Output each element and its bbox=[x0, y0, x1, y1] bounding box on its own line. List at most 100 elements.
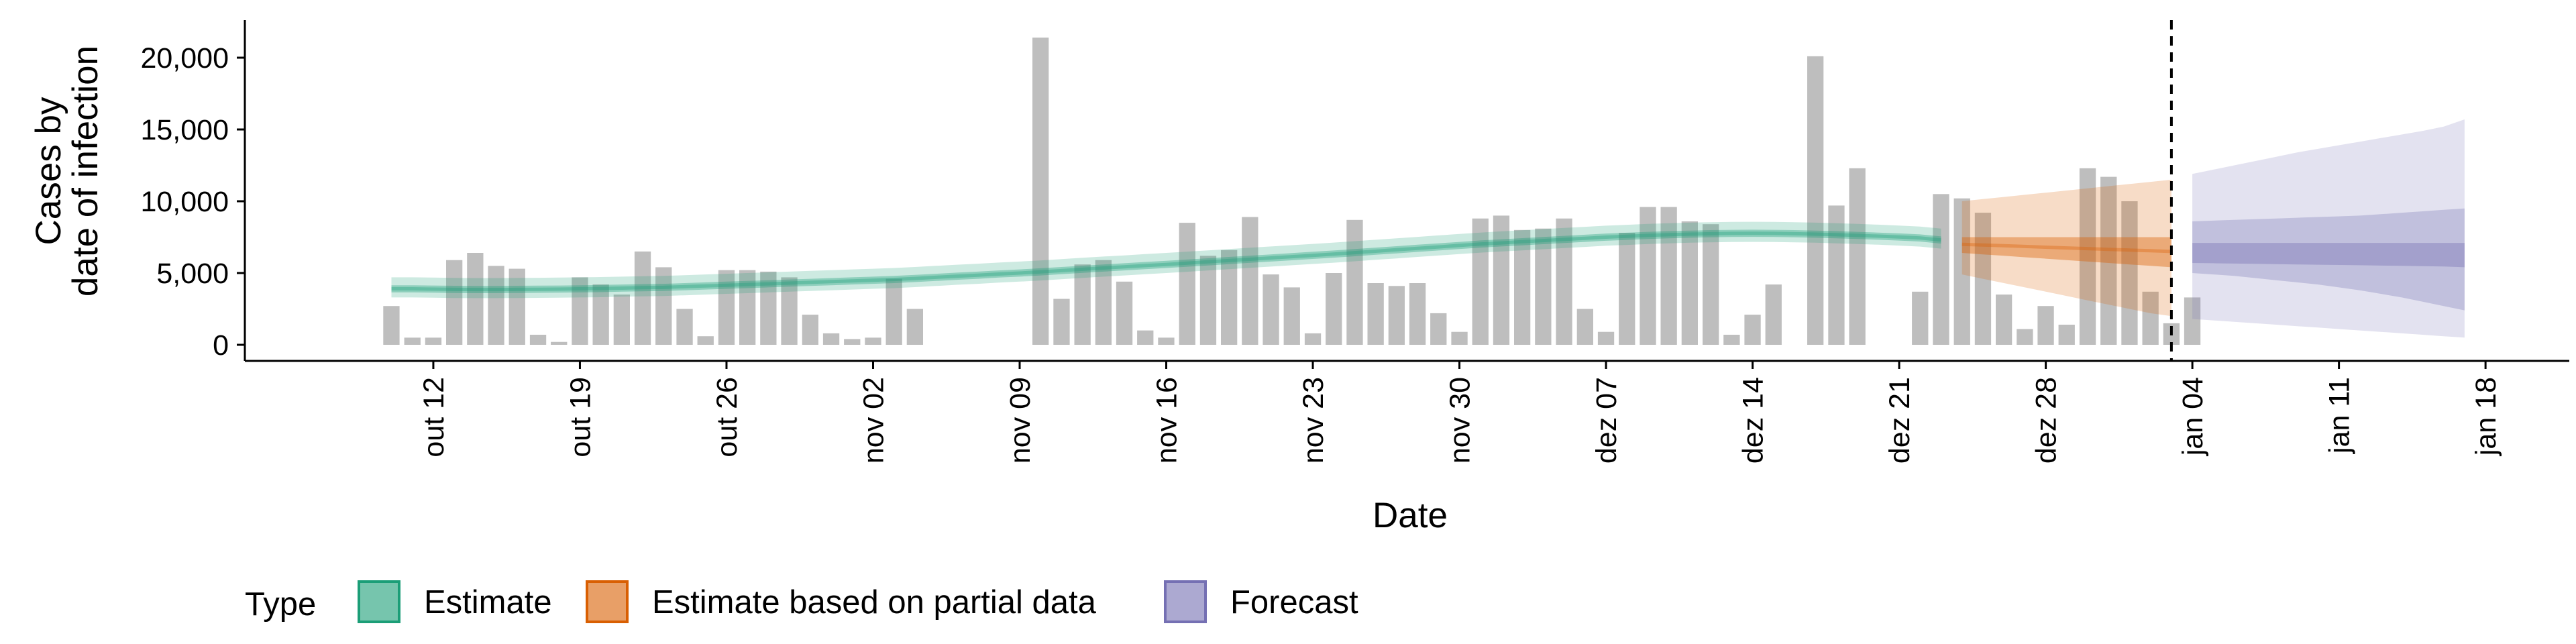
case-bar bbox=[1514, 229, 1531, 345]
case-bar bbox=[551, 341, 568, 345]
case-bar bbox=[697, 336, 714, 345]
case-bar bbox=[572, 277, 588, 345]
partial-median-line bbox=[1962, 242, 2171, 254]
case-bar bbox=[906, 309, 923, 345]
case-bar bbox=[1263, 274, 1279, 345]
case-bar bbox=[1430, 313, 1447, 345]
x-tick-label: dez 07 bbox=[1591, 377, 1623, 464]
case-bar bbox=[1116, 281, 1133, 345]
case-bar bbox=[1933, 194, 1949, 345]
x-tick-label: dez 21 bbox=[1884, 377, 1916, 464]
case-bar bbox=[446, 260, 463, 345]
x-tick-label: nov 23 bbox=[1297, 377, 1330, 464]
legend-label-estimate: Estimate bbox=[424, 584, 552, 621]
case-bar bbox=[760, 271, 777, 345]
y-tick-label: 15,000 bbox=[140, 114, 229, 146]
estimate-ribbon-50 bbox=[391, 229, 1941, 293]
case-bar bbox=[1095, 260, 1112, 345]
x-tick-label: nov 16 bbox=[1151, 377, 1183, 464]
forecast-ribbon-50 bbox=[2192, 243, 2465, 268]
x-tick-label: jan 11 bbox=[2324, 377, 2356, 455]
x-tick-label: jan 04 bbox=[2177, 377, 2209, 457]
x-tick-label: out 19 bbox=[565, 377, 597, 458]
case-bar bbox=[508, 268, 525, 345]
x-tick-label: nov 09 bbox=[1004, 377, 1036, 464]
legend-item-estimate: Estimate bbox=[358, 580, 552, 623]
legend-key-forecast bbox=[1164, 580, 1207, 623]
case-bar bbox=[467, 253, 484, 345]
case-bar bbox=[592, 284, 609, 345]
estimate-ribbons bbox=[391, 119, 2465, 338]
case-bar bbox=[1242, 217, 1258, 345]
legend-key-partial bbox=[586, 580, 629, 623]
case-bar bbox=[2017, 329, 2033, 345]
legend-key-estimate bbox=[358, 580, 400, 623]
case-bar bbox=[1953, 198, 1970, 345]
case-bar bbox=[1221, 250, 1238, 345]
case-bar bbox=[425, 337, 442, 345]
legend-title: Type bbox=[245, 586, 316, 623]
y-axis-title-line1: Cases by bbox=[29, 97, 68, 245]
forecast-ribbon-90 bbox=[2192, 119, 2465, 338]
case-bar bbox=[2184, 297, 2201, 345]
case-bar bbox=[613, 294, 630, 345]
y-tick-label: 5,000 bbox=[156, 258, 229, 290]
x-tick-label: dez 28 bbox=[2031, 377, 2063, 464]
case-bar bbox=[655, 267, 672, 345]
case-bar bbox=[1472, 218, 1489, 345]
case-bar bbox=[404, 337, 421, 345]
case-bar bbox=[1326, 273, 1342, 345]
case-bar bbox=[529, 335, 547, 345]
x-tick-label: nov 30 bbox=[1444, 377, 1477, 464]
legend: Type Estimate Estimate based on partial … bbox=[245, 580, 1358, 623]
case-bar bbox=[1158, 337, 1175, 345]
case-bar bbox=[2142, 291, 2159, 345]
case-bar bbox=[1681, 221, 1698, 345]
y-axis-ticks: 0 5,000 10,000 15,000 20,000 bbox=[140, 42, 245, 362]
x-tick-label: jan 18 bbox=[2470, 377, 2502, 457]
case-bar bbox=[1074, 264, 1091, 345]
case-bar bbox=[1493, 215, 1510, 345]
axes bbox=[244, 20, 2569, 362]
case-bar bbox=[1451, 331, 1468, 345]
x-tick-label: dez 14 bbox=[1737, 377, 1770, 464]
estimate-median-line bbox=[391, 231, 1941, 292]
case-bar bbox=[1556, 218, 1572, 345]
x-tick-label: nov 02 bbox=[858, 377, 890, 464]
estimate-ribbon-90 bbox=[391, 221, 1941, 299]
case-bar bbox=[2121, 201, 2138, 345]
y-axis-title-line2: date of infection bbox=[66, 46, 105, 297]
case-bar bbox=[2100, 176, 2117, 345]
case-bar bbox=[383, 306, 400, 345]
case-bar bbox=[2079, 168, 2096, 345]
x-axis-ticks: out 12 out 19 out 26 nov 02 nov 09 nov 16 nov … bbox=[418, 361, 2502, 464]
case-bar bbox=[2058, 325, 2075, 345]
legend-label-partial: Estimate based on partial data bbox=[652, 584, 1097, 621]
case-bar bbox=[1640, 207, 1656, 345]
case-bar bbox=[1137, 330, 1154, 345]
case-bar bbox=[1996, 294, 2012, 345]
case-bar bbox=[1346, 219, 1363, 345]
case-bar bbox=[1535, 228, 1552, 345]
x-axis-title: Date bbox=[1373, 496, 1448, 535]
case-bar bbox=[1619, 233, 1635, 345]
case-bar bbox=[1032, 38, 1049, 345]
case-bar bbox=[1828, 205, 1845, 345]
case-bar bbox=[1723, 335, 1740, 345]
x-tick-label: out 12 bbox=[418, 377, 450, 458]
case-bar bbox=[1974, 213, 1992, 345]
legend-label-forecast: Forecast bbox=[1230, 584, 1358, 621]
y-tick-label: 0 bbox=[213, 329, 229, 362]
x-tick-label: out 26 bbox=[711, 377, 743, 458]
case-bar bbox=[1849, 168, 1866, 345]
reported-cases-bars bbox=[383, 38, 2201, 345]
forecast-ribbon-75 bbox=[2192, 208, 2465, 311]
case-bar bbox=[718, 270, 735, 345]
case-bar bbox=[1765, 284, 1782, 345]
case-bar bbox=[1703, 224, 1719, 345]
legend-item-partial: Estimate based on partial data bbox=[586, 580, 1097, 623]
case-bar bbox=[634, 251, 651, 345]
case-bar bbox=[1807, 56, 1824, 345]
case-bar bbox=[1199, 256, 1217, 345]
